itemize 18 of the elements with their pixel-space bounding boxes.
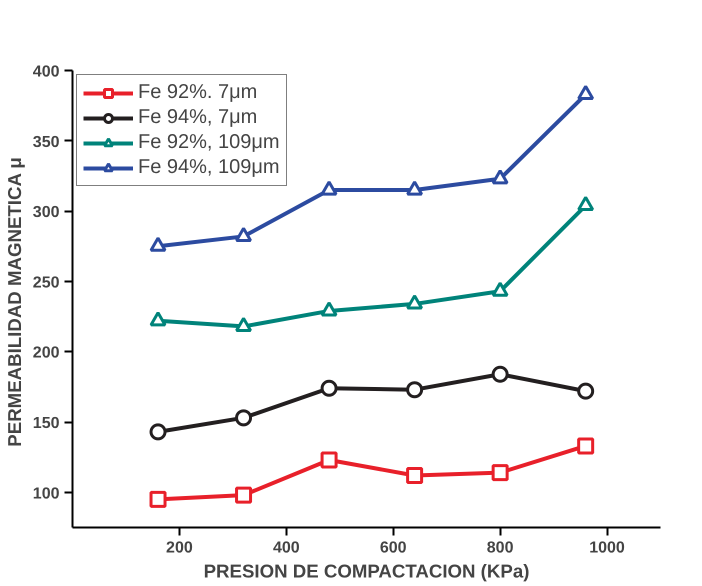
- legend-label: Fe 94%, 7μm: [138, 106, 258, 129]
- y-tick-label: 250: [32, 274, 60, 292]
- y-axis-title: PERMEABILIDAD MAGNETICA μ: [4, 157, 25, 447]
- legend-label: Fe 92%. 7μm: [138, 81, 258, 104]
- y-tick-label: 350: [32, 134, 60, 151]
- x-tick-label: 1000: [589, 540, 625, 556]
- y-tick-label: 150: [32, 415, 60, 432]
- legend-label: Fe 94%, 109μm: [138, 156, 280, 179]
- x-tick-label: 200: [166, 540, 193, 556]
- x-tick-label: 600: [380, 540, 407, 556]
- y-tick-label: 300: [32, 204, 60, 222]
- x-tick-label: 400: [272, 540, 300, 556]
- x-tick-label: 800: [486, 540, 514, 556]
- y-tick-label: 400: [32, 64, 60, 80]
- y-tick-label: 100: [32, 485, 60, 502]
- x-axis-title: PRESION DE COMPACTACION (KPa): [204, 560, 530, 582]
- legend-label: Fe 92%, 109μm: [138, 131, 280, 154]
- y-tick-label: 200: [32, 344, 60, 362]
